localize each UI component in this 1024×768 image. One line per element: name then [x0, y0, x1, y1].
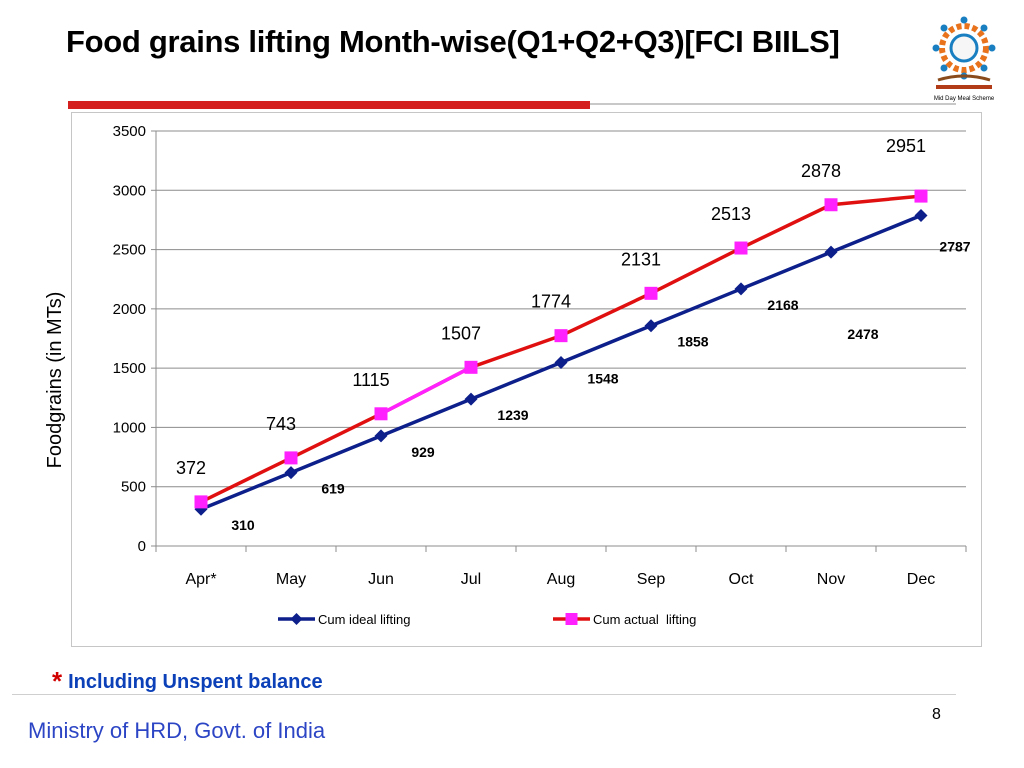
y-tick-label: 1500: [113, 360, 146, 377]
data-point-cum-ideal-lifting: [554, 355, 568, 369]
y-tick-label: 2500: [113, 242, 146, 259]
data-point-cum-actual-lifting: [374, 407, 388, 421]
footnote: * Including Unspent balance: [52, 666, 323, 697]
footnote-text: Including Unspent balance: [68, 671, 323, 693]
data-point-cum-ideal-lifting: [464, 392, 478, 406]
x-tick-label: Jul: [461, 571, 481, 588]
data-point-cum-ideal-lifting: [284, 466, 298, 480]
y-tick-label: 3500: [113, 123, 146, 140]
data-point-cum-actual-lifting: [644, 286, 658, 300]
x-tick-label: May: [276, 571, 306, 588]
data-point-cum-ideal-lifting: [374, 429, 388, 443]
data-label-cum-ideal-lifting: 1858: [677, 334, 708, 350]
data-label-cum-actual-lifting: 2878: [801, 161, 841, 181]
footer-organization: Ministry of HRD, Govt. of India: [28, 718, 326, 743]
x-tick-label: Dec: [907, 571, 935, 588]
data-point-cum-ideal-lifting: [734, 282, 748, 296]
footnote-star: *: [52, 666, 63, 696]
data-label-cum-ideal-lifting: 2478: [847, 326, 878, 342]
x-tick-label: Nov: [817, 571, 845, 588]
data-point-cum-ideal-lifting: [644, 319, 658, 333]
page-number: 8: [932, 706, 941, 723]
y-tick-label: 1000: [113, 419, 146, 436]
series-line-cum-actual-lifting: [200, 194, 922, 504]
data-point-cum-actual-lifting: [464, 360, 478, 374]
data-label-cum-actual-lifting: 1115: [352, 370, 389, 390]
x-tick-label: Jun: [368, 571, 394, 588]
title-underline-grey: [590, 103, 956, 105]
data-label-cum-ideal-lifting: 1548: [587, 370, 618, 386]
data-point-cum-actual-lifting: [194, 495, 208, 509]
data-point-cum-ideal-lifting: [824, 245, 838, 259]
legend-label-cum-ideal-lifting: Cum ideal lifting: [318, 612, 411, 627]
data-label-cum-ideal-lifting: 619: [321, 481, 345, 497]
footer-divider: [12, 694, 956, 695]
y-tick-label: 2000: [113, 301, 146, 318]
data-label-cum-actual-lifting: 2513: [711, 204, 751, 224]
x-tick-label: Sep: [637, 571, 666, 588]
data-label-cum-actual-lifting: 372: [176, 458, 206, 478]
data-label-cum-ideal-lifting: 310: [231, 517, 255, 533]
data-point-cum-actual-lifting: [734, 241, 748, 255]
data-point-cum-actual-lifting: [554, 329, 568, 343]
title-underline-red: [68, 101, 590, 109]
data-label-cum-ideal-lifting: 929: [411, 444, 435, 460]
data-label-cum-actual-lifting: 1507: [441, 323, 481, 343]
data-point-cum-actual-lifting: [914, 189, 928, 203]
data-label-cum-actual-lifting: 1774: [531, 292, 571, 312]
y-tick-label: 0: [138, 538, 146, 555]
chart-frame: [71, 112, 982, 647]
legend-marker-cum-ideal-lifting: [290, 613, 303, 625]
series-line-segment-highlight: [380, 365, 472, 416]
x-tick-label: Aug: [547, 571, 575, 588]
x-tick-label: Apr*: [185, 571, 216, 588]
legend-marker-cum-actual-lifting: [565, 613, 578, 625]
data-label-cum-ideal-lifting: 1239: [497, 407, 528, 423]
data-label-cum-actual-lifting: 2951: [886, 136, 926, 156]
x-tick-label: Oct: [729, 571, 754, 588]
data-point-cum-ideal-lifting: [914, 209, 928, 223]
y-tick-label: 3000: [113, 182, 146, 199]
data-label-cum-ideal-lifting: 2787: [939, 239, 970, 255]
logo-caption: Mid Day Meal Scheme: [934, 96, 995, 102]
legend-label-cum-actual-lifting: Cum actual lifting: [593, 612, 696, 627]
data-label-cum-actual-lifting: 2131: [621, 249, 661, 269]
mid-day-meal-scheme-logo-icon: Mid Day Meal Scheme: [932, 16, 996, 102]
data-point-cum-actual-lifting: [824, 198, 838, 212]
slide-title: Food grains lifting Month-wise(Q1+Q2+Q3)…: [66, 24, 840, 59]
y-axis-label: Foodgrains (in MTs): [44, 292, 66, 469]
data-label-cum-ideal-lifting: 2168: [767, 297, 798, 313]
data-label-cum-actual-lifting: 743: [266, 414, 296, 434]
data-point-cum-actual-lifting: [284, 451, 298, 465]
y-tick-label: 500: [121, 479, 146, 496]
